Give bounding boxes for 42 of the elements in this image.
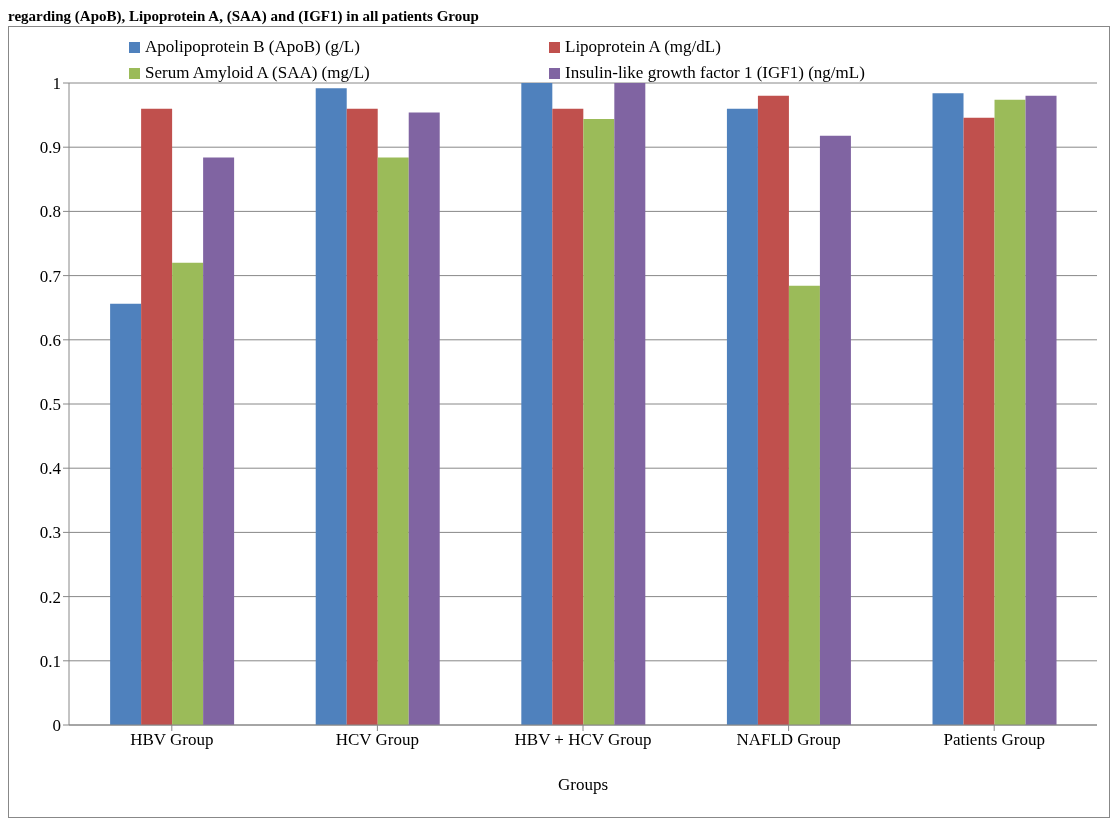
bar [346,108,378,725]
x-axis-title: Groups [557,775,609,794]
chart-title: regarding (ApoB), Lipoprotein A, (SAA) and (IGF1) in all patients Group [8,8,480,26]
x-tick-label: HBV + HCV Group [514,730,652,750]
y-tick-label: 0.5 [39,395,61,415]
bar [203,157,235,725]
x-tick-label: Patients Group [943,730,1045,750]
x-tick-label: NAFLD Group [736,730,841,750]
y-tick-label: 0.7 [39,266,62,286]
bar [377,157,409,725]
bar [614,83,646,725]
bar [408,112,440,725]
y-tick-label: 1 [52,74,61,94]
legend-label: Lipoprotein A (mg/dL) [565,37,721,57]
bar [963,117,995,725]
y-tick-label: 0.3 [39,523,61,543]
bar [583,118,615,725]
x-tick-label: HBV Group [130,730,214,750]
y-tick-label: 0 [52,716,61,736]
bar [757,95,789,725]
bar [172,262,204,725]
bar [521,83,553,725]
bar [932,93,964,725]
bar [994,99,1026,725]
y-tick-label: 0.4 [39,459,62,479]
bar [552,108,584,725]
bar [788,285,820,725]
legend-label: Insulin-like growth factor 1 (IGF1) (ng/mL) [565,63,865,83]
y-tick-label: 0.1 [39,651,61,671]
y-tick-label: 0.9 [39,138,61,158]
bar [1025,95,1057,725]
y-tick-label: 0.2 [39,587,61,607]
bar [315,88,347,725]
legend-label: Serum Amyloid A (SAA) (mg/L) [145,63,370,83]
bar [819,135,851,725]
bar [726,108,758,725]
y-tick-label: 0.6 [39,330,61,350]
bar [110,303,142,725]
y-tick-label: 0.8 [39,202,61,222]
legend-label: Apolipoprotein B (ApoB) (g/L) [145,37,360,57]
x-tick-label: HCV Group [335,730,420,750]
bar [141,108,173,725]
